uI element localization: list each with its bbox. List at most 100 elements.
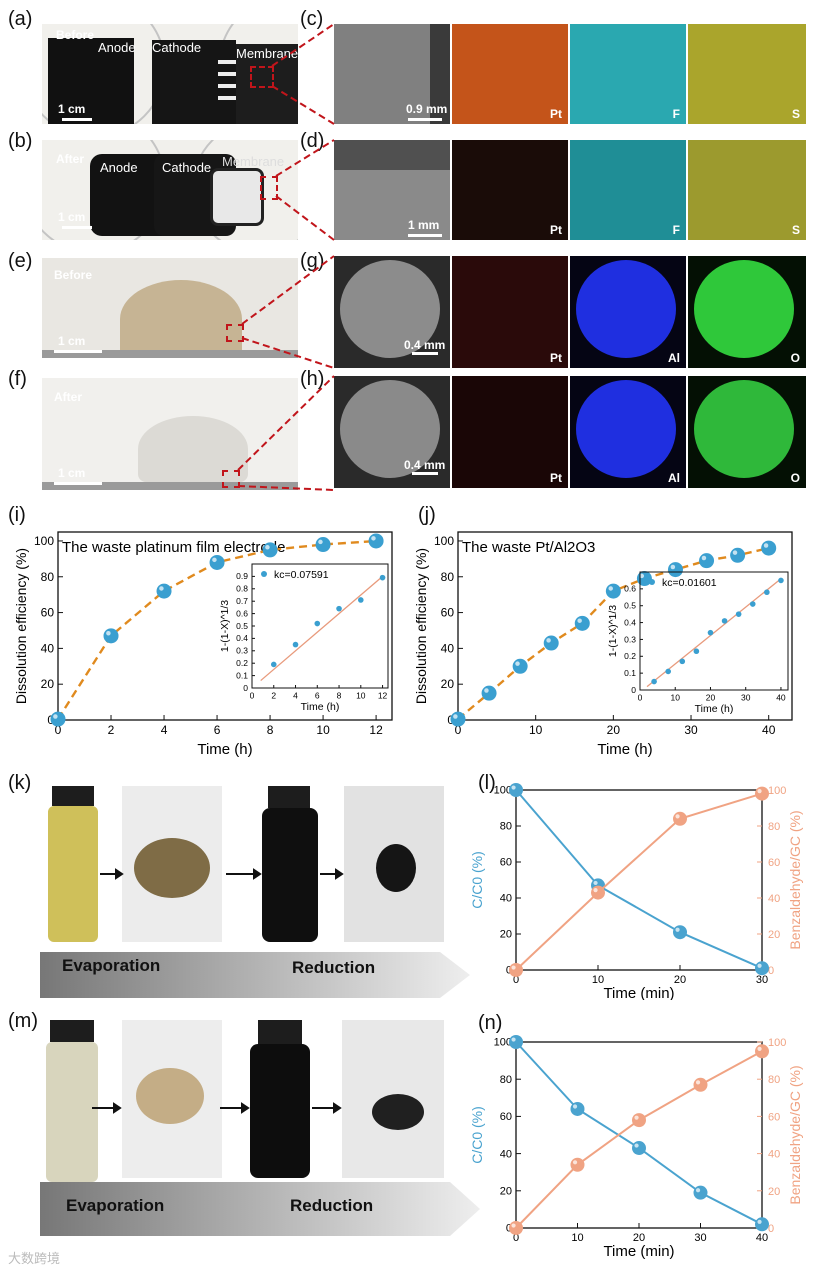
o-map-g: O [688, 256, 806, 368]
sem-image-c: 0.9 mm [334, 24, 450, 124]
anode-label: Anode [98, 40, 136, 55]
inset-fit-line [260, 575, 383, 682]
element-label: O [790, 471, 800, 485]
right-y-tick-label: 20 [768, 1186, 780, 1198]
inset-data-point [292, 641, 299, 648]
data-point [730, 547, 746, 563]
y-tick-label: 0.6 [236, 608, 248, 618]
s-map-c: S [688, 24, 806, 124]
axes: 0 10 20 30 40 0 0.1 0.2 0.3 0.4 0.5 0.6 [624, 571, 789, 703]
zoom-box [226, 324, 244, 342]
x-tick-label: 30 [741, 693, 751, 703]
element-label: Pt [550, 471, 562, 485]
x-tick-label: 6 [315, 691, 320, 701]
point-highlight [511, 1037, 516, 1042]
point-highlight [484, 688, 489, 693]
x-axis-label: Time (min) [603, 985, 674, 1000]
x-tick-label: 0 [513, 974, 519, 986]
inset-data-point [665, 668, 671, 675]
inset-data-point [749, 601, 756, 607]
y-tick-label: 0.3 [236, 646, 248, 656]
membrane-label: Membrane [222, 154, 285, 169]
cathode-label: Cathode [152, 40, 202, 55]
inset-data-point [270, 661, 277, 668]
y-tick-label: 0.1 [624, 668, 636, 678]
inset-legend-marker [649, 579, 655, 585]
y-tick-label: 0.6 [624, 584, 636, 594]
panel-n-label: (n) [478, 1012, 503, 1034]
axes: 0 10 20 30 0 20 40 60 80 100 [494, 785, 768, 986]
right-y-tick-label: 60 [768, 1111, 780, 1123]
scale-bar [54, 482, 102, 485]
pt-map-h: Pt [452, 376, 568, 488]
point-highlight [634, 1143, 639, 1148]
plot-frame [251, 563, 389, 689]
point-highlight [695, 1080, 701, 1085]
process-m [40, 1020, 480, 1236]
y-tick-label: 0.5 [236, 621, 248, 631]
state-label: After [56, 152, 85, 166]
arrow-icon [100, 868, 344, 880]
point-highlight [732, 550, 738, 555]
data-point [156, 583, 172, 599]
o-map-h: O [688, 376, 806, 488]
data-point [699, 553, 715, 569]
data-point [509, 1221, 523, 1235]
y-tick-label: 80 [500, 1074, 512, 1086]
yellow-vial [48, 786, 98, 942]
element-label: S [791, 223, 800, 237]
arrow-icon [92, 1102, 342, 1114]
y-tick-label: 40 [41, 641, 55, 655]
point-highlight [701, 555, 707, 561]
black-powder [342, 1020, 444, 1178]
y-tick-label: 80 [500, 821, 512, 833]
y-tick-label: 0.4 [236, 633, 248, 643]
x-tick-label: 20 [706, 693, 716, 703]
data-point [605, 583, 621, 599]
point-highlight [675, 814, 680, 819]
y-tick-label: 0.4 [624, 617, 636, 627]
y-tick-label: 0 [506, 965, 512, 977]
inset-data-point [693, 648, 700, 655]
x-tick-label: 20 [607, 723, 621, 737]
y-tick-label: 40 [441, 641, 455, 655]
point-highlight [608, 586, 613, 591]
x-tick-label: 20 [674, 974, 686, 986]
x-tick-label: 2 [271, 691, 276, 701]
element-label: Al [668, 471, 680, 485]
x-tick-label: 12 [369, 723, 383, 737]
arrow-banner [40, 952, 470, 998]
pt-map-d: Pt [452, 140, 568, 240]
scale-bar [412, 472, 438, 475]
data-point [673, 811, 687, 826]
y-tick-label: 100 [494, 785, 512, 797]
right-y-tick-label: 100 [768, 1037, 786, 1049]
point-highlight [634, 1115, 639, 1120]
cathode-sample [152, 40, 236, 124]
inset-data-point [358, 597, 364, 603]
y-tick-label: 100 [434, 534, 454, 548]
anode-sample [48, 38, 134, 124]
element-label: S [791, 107, 800, 121]
point-highlight [515, 661, 520, 666]
right-y-axis-label: Benzaldehyde/GC (%) [787, 1065, 803, 1204]
left-y-axis-label: C/C0 (%) [469, 1106, 485, 1164]
point-highlight [511, 965, 516, 970]
element-label: F [672, 107, 680, 121]
x-tick-label: 6 [214, 723, 221, 737]
sem-image-g: 0.4 mm [334, 256, 450, 368]
scale-bar [408, 234, 442, 237]
al-map-h: Al [570, 376, 686, 488]
data-point [591, 885, 605, 900]
data-point [667, 562, 683, 578]
data-point [368, 533, 384, 549]
x-tick-label: 10 [571, 1232, 583, 1244]
y-tick-label: 40 [500, 1148, 512, 1160]
element-label: Pt [550, 107, 562, 121]
x-axis-label: Time (min) [603, 1243, 674, 1260]
data-point [509, 1035, 523, 1049]
x-tick-label: 0 [638, 693, 643, 703]
y-tick-label: 100 [494, 1037, 512, 1049]
scale-label: 1 cm [58, 102, 86, 116]
y-tick-label: 0.8 [236, 584, 248, 594]
